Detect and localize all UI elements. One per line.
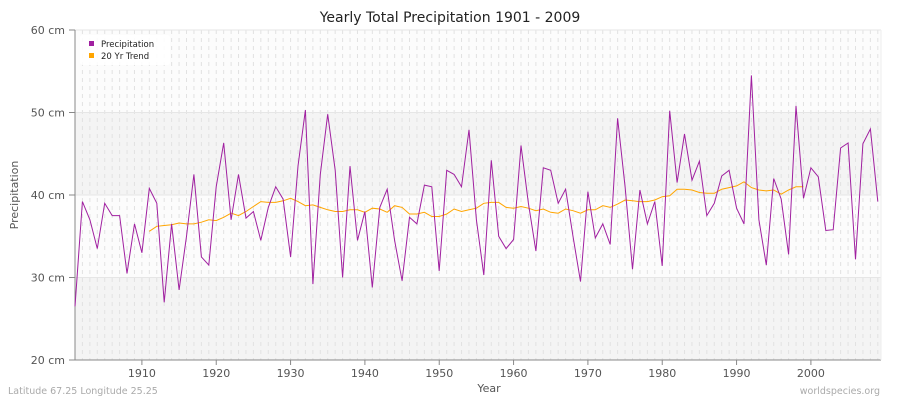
x-tick-label: 1940 <box>351 367 379 380</box>
precipitation-line <box>74 75 879 307</box>
y-tick-label: 50 cm <box>31 107 65 120</box>
y-axis-label: Precipitation <box>8 161 21 230</box>
y-tick-label: 60 cm <box>31 24 65 37</box>
grid-band <box>75 30 881 113</box>
grid-band <box>75 277 881 360</box>
x-tick-label: 1920 <box>202 367 230 380</box>
x-tick-label: 1980 <box>648 367 676 380</box>
y-tick-label: 30 cm <box>31 272 65 285</box>
x-tick-label: 1960 <box>500 367 528 380</box>
x-tick-label: 1970 <box>574 367 602 380</box>
y-tick-label: 40 cm <box>31 189 65 202</box>
footer-source: worldspecies.org <box>800 386 880 397</box>
x-tick-label: 1930 <box>277 367 305 380</box>
x-tick-label: 1950 <box>425 367 453 380</box>
legend-swatch-trend <box>89 53 94 58</box>
legend-swatch-precipitation <box>89 41 94 46</box>
x-tick-label: 2000 <box>797 367 825 380</box>
y-tick-label: 20 cm <box>31 354 65 367</box>
x-tick-label: 1910 <box>128 367 156 380</box>
trend-line <box>149 181 804 232</box>
grid-band <box>75 112 881 195</box>
chart-title: Yearly Total Precipitation 1901 - 2009 <box>319 10 581 26</box>
legend-label-trend: 20 Yr Trend <box>101 52 149 62</box>
x-axis-label: Year <box>476 382 501 395</box>
x-tick-label: 1990 <box>723 367 751 380</box>
legend-label-precipitation: Precipitation <box>101 40 154 50</box>
footer-location: Latitude 67.25 Longitude 25.25 <box>8 386 158 397</box>
legend: Precipitation 20 Yr Trend <box>80 35 170 65</box>
